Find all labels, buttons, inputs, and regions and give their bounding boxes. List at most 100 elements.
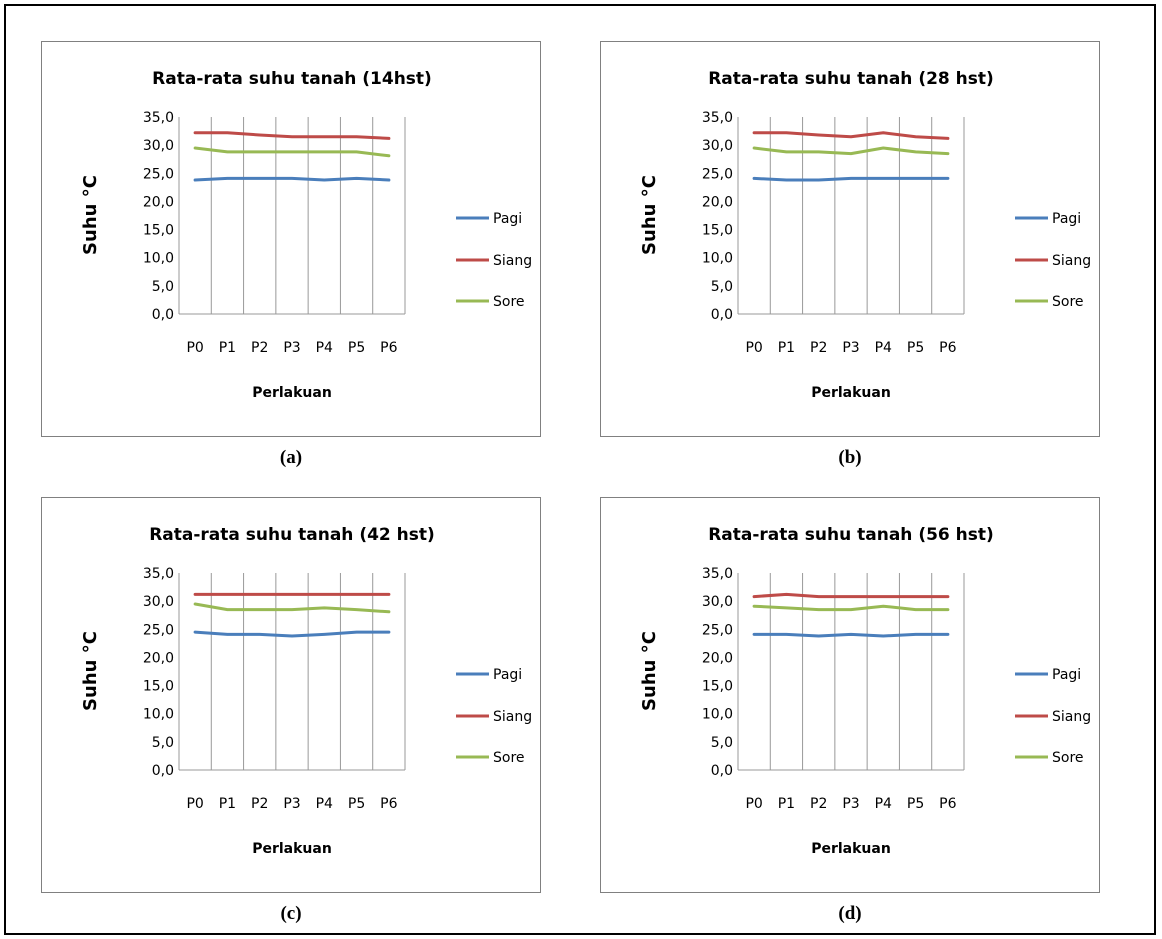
chart-d-x-tick-label: P6 (939, 796, 956, 812)
chart-b-y-tick-label: 5,0 (711, 279, 733, 295)
chart-a-series-line-siang (193, 131, 391, 140)
chart-c-y-axis-title: Suhu °C (80, 631, 101, 711)
chart-a: Rata-rata suhu tanah (14hst) 0,0 5,0 10,0 15… (80, 69, 532, 401)
caption-d: (d) (838, 903, 862, 924)
chart-c-y-tick-label: 25,0 (143, 622, 174, 638)
chart-a-legend-label: Siang (493, 253, 532, 269)
chart-d-x-tick-label: P2 (810, 796, 827, 812)
chart-b-x-tick-label: P1 (778, 340, 795, 356)
chart-c-y-tick-label: 20,0 (143, 650, 174, 666)
chart-d-y-tick-label: 0,0 (711, 763, 733, 779)
chart-d-y-tick-label: 5,0 (711, 735, 733, 751)
chart-a-x-tick-label: P6 (380, 340, 397, 356)
chart-c-y-tick-label: 10,0 (143, 707, 174, 723)
chart-d-series-line-siang (752, 592, 950, 599)
chart-b: Rata-rata suhu tanah (28 hst) 0,0 5,0 10,0 1… (639, 69, 1091, 401)
chart-d-y-tick-label: 20,0 (702, 650, 733, 666)
chart-b-series-line-pagi (752, 176, 950, 182)
chart-b-y-tick-label: 35,0 (702, 110, 733, 126)
chart-d-x-axis-title: Perlakuan (811, 841, 891, 857)
chart-panel-b: Rata-rata suhu tanah (28 hst) 0,0 5,0 10,0 1… (600, 41, 1100, 437)
chart-a-y-tick-label: 5,0 (152, 279, 174, 295)
chart-c: Rata-rata suhu tanah (42 hst) 0,0 5,0 10,0 1… (80, 525, 532, 857)
chart-a-y-tick-label: 25,0 (143, 166, 174, 182)
chart-a-x-tick-label: P4 (316, 340, 333, 356)
chart-d-y-tick-label: 15,0 (702, 679, 733, 695)
chart-c-y-tick-label: 0,0 (152, 763, 174, 779)
chart-a-y-tick-label: 30,0 (143, 138, 174, 154)
chart-a-x-tick-label: P1 (219, 340, 236, 356)
chart-b-legend-label: Pagi (1052, 211, 1081, 227)
chart-b-series-line-siang (752, 131, 950, 140)
chart-c-y-tick-label: 35,0 (143, 566, 174, 582)
chart-b-y-tick-label: 30,0 (702, 138, 733, 154)
chart-c-x-tick-label: P5 (348, 796, 365, 812)
chart-d-title: Rata-rata suhu tanah (56 hst) (708, 525, 994, 545)
chart-b-legend-label: Sore (1052, 294, 1084, 310)
chart-d-y-axis-title: Suhu °C (639, 631, 660, 711)
chart-b-x-tick-label: P3 (842, 340, 859, 356)
chart-b-y-tick-label: 0,0 (711, 307, 733, 323)
chart-d: Rata-rata suhu tanah (56 hst) 0,0 5,0 10,0 1… (639, 525, 1091, 857)
chart-a-series-line-pagi (193, 176, 391, 182)
chart-a-x-axis-title: Perlakuan (252, 385, 332, 401)
chart-c-y-tick-label: 30,0 (143, 594, 174, 610)
chart-c-x-tick-label: P1 (219, 796, 236, 812)
chart-a-y-tick-label: 20,0 (143, 194, 174, 210)
chart-b-series-line-sore (752, 146, 950, 156)
chart-c-legend-label: Pagi (493, 667, 522, 683)
chart-d-series-line-pagi (752, 632, 950, 638)
chart-d-y-tick-label: 30,0 (702, 594, 733, 610)
chart-a-x-tick-label: P0 (186, 340, 203, 356)
chart-b-legend-label: Siang (1052, 253, 1091, 269)
chart-c-title: Rata-rata suhu tanah (42 hst) (149, 525, 435, 545)
chart-c-x-tick-label: P4 (316, 796, 333, 812)
chart-b-y-tick-label: 25,0 (702, 166, 733, 182)
chart-d-x-tick-label: P4 (875, 796, 892, 812)
chart-a-y-tick-label: 10,0 (143, 251, 174, 267)
caption-b: (b) (838, 447, 862, 468)
chart-d-x-tick-label: P0 (745, 796, 762, 812)
caption-c: (c) (280, 903, 302, 924)
chart-d-y-tick-label: 10,0 (702, 707, 733, 723)
chart-c-x-tick-label: P0 (186, 796, 203, 812)
chart-c-x-tick-label: P3 (283, 796, 300, 812)
chart-b-y-axis-title: Suhu °C (639, 175, 660, 255)
chart-d-x-tick-label: P5 (907, 796, 924, 812)
chart-a-title: Rata-rata suhu tanah (14hst) (152, 69, 432, 89)
chart-c-y-tick-label: 15,0 (143, 679, 174, 695)
chart-c-y-tick-label: 5,0 (152, 735, 174, 751)
chart-c-x-axis-title: Perlakuan (252, 841, 332, 857)
chart-d-legend-label: Pagi (1052, 667, 1081, 683)
chart-b-x-tick-label: P5 (907, 340, 924, 356)
chart-c-legend-label: Sore (493, 750, 525, 766)
chart-b-x-tick-label: P0 (745, 340, 762, 356)
chart-d-y-tick-label: 35,0 (702, 566, 733, 582)
chart-a-x-tick-label: P2 (251, 340, 268, 356)
chart-panel-d: Rata-rata suhu tanah (56 hst) 0,0 5,0 10,0 1… (600, 497, 1100, 893)
chart-d-series-line-sore (752, 604, 950, 612)
chart-c-x-tick-label: P6 (380, 796, 397, 812)
chart-c-legend-label: Siang (493, 709, 532, 725)
chart-b-y-tick-label: 20,0 (702, 194, 733, 210)
chart-a-y-tick-label: 15,0 (143, 223, 174, 239)
chart-a-series-line-sore (193, 146, 391, 158)
chart-a-y-axis-title: Suhu °C (80, 175, 101, 255)
chart-a-x-tick-label: P5 (348, 340, 365, 356)
chart-d-y-tick-label: 25,0 (702, 622, 733, 638)
chart-d-x-tick-label: P3 (842, 796, 859, 812)
chart-a-x-tick-label: P3 (283, 340, 300, 356)
chart-b-y-tick-label: 15,0 (702, 223, 733, 239)
chart-b-y-tick-label: 10,0 (702, 251, 733, 267)
chart-b-x-axis-title: Perlakuan (811, 385, 891, 401)
chart-d-legend-label: Sore (1052, 750, 1084, 766)
chart-b-x-tick-label: P6 (939, 340, 956, 356)
chart-c-series-line-pagi (193, 630, 391, 638)
chart-b-title: Rata-rata suhu tanah (28 hst) (708, 69, 994, 89)
chart-panel-c: Rata-rata suhu tanah (42 hst) 0,0 5,0 10,0 1… (41, 497, 541, 893)
chart-a-legend-label: Sore (493, 294, 525, 310)
chart-c-x-tick-label: P2 (251, 796, 268, 812)
chart-a-y-tick-label: 35,0 (143, 110, 174, 126)
caption-a: (a) (279, 447, 303, 468)
chart-panel-a: Rata-rata suhu tanah (14hst) 0,0 5,0 10,0 15… (41, 41, 541, 437)
